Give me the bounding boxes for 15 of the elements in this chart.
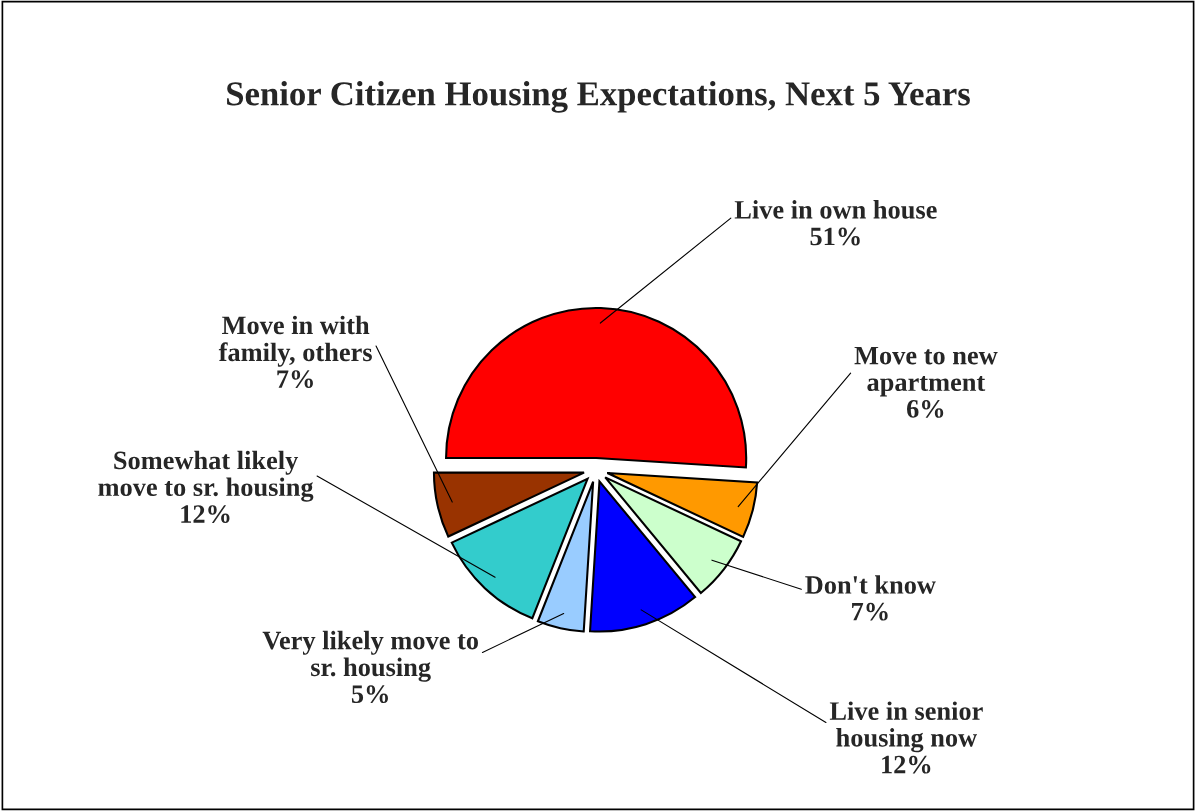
data-label: 51% <box>810 227 860 246</box>
slice-label: Move in with family, others <box>218 315 372 367</box>
data-label: 12% <box>181 505 230 524</box>
slice-label: Don't know <box>805 575 936 594</box>
data-label: 12% <box>882 755 931 774</box>
data-label: 7% <box>852 602 888 621</box>
slice-label: Very likely move to sr. housing <box>262 630 478 682</box>
data-label: 6% <box>907 399 944 418</box>
chart-title: Senior Citizen Housing Expectations, Next 5 Years <box>227 81 970 113</box>
slice-label: Live in senior housing now <box>829 701 983 753</box>
data-label: 7% <box>277 370 313 389</box>
slice-label: Move to new apartment <box>854 346 998 397</box>
data-label: 5% <box>351 685 388 704</box>
slice-label: Somewhat likely move to sr. housing <box>98 450 314 502</box>
slice-label: Live in own house <box>734 200 937 219</box>
